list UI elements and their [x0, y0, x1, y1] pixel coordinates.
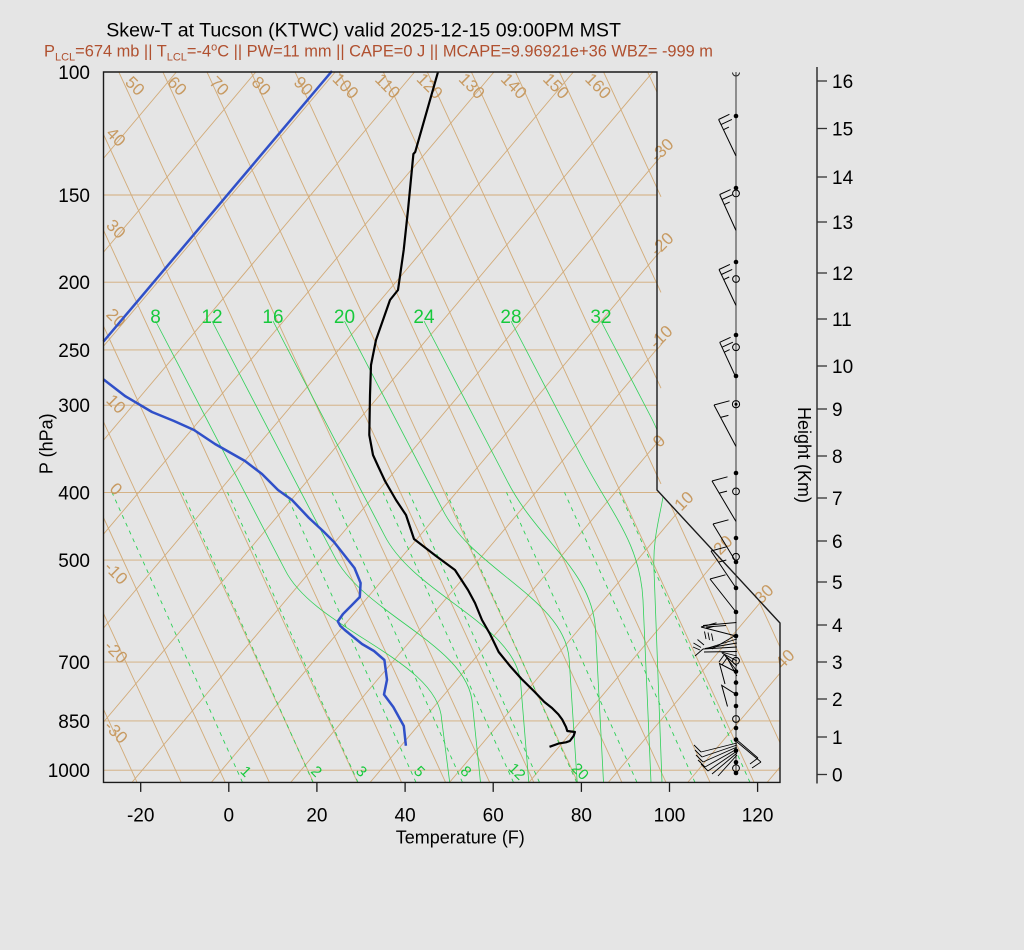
svg-text:100: 100 — [58, 63, 90, 84]
svg-text:32: 32 — [590, 307, 611, 328]
svg-text:10: 10 — [832, 357, 853, 378]
svg-text:PLCL=674 mb || TLCL=-4oC || PW: PLCL=674 mb || TLCL=-4oC || PW=11 mm || … — [44, 42, 713, 64]
svg-text:Skew-T at Tucson (KTWC) valid: Skew-T at Tucson (KTWC) valid 2025-12-15… — [106, 20, 621, 42]
svg-text:2: 2 — [832, 690, 843, 711]
svg-text:850: 850 — [58, 712, 90, 733]
svg-text:150: 150 — [58, 186, 90, 207]
svg-text:16: 16 — [832, 72, 853, 93]
svg-text:8: 8 — [832, 447, 843, 468]
svg-text:12: 12 — [832, 264, 853, 285]
svg-text:200: 200 — [58, 273, 90, 294]
svg-text:100: 100 — [654, 806, 686, 827]
svg-text:15: 15 — [832, 120, 853, 141]
svg-text:1: 1 — [832, 728, 843, 749]
svg-text:60: 60 — [483, 806, 504, 827]
svg-text:14: 14 — [832, 168, 854, 189]
svg-text:P (hPa): P (hPa) — [36, 413, 56, 474]
svg-text:3: 3 — [832, 653, 843, 674]
svg-text:250: 250 — [58, 341, 90, 362]
svg-text:80: 80 — [571, 806, 592, 827]
svg-text:Temperature (F): Temperature (F) — [396, 828, 525, 848]
svg-text:7: 7 — [832, 489, 843, 510]
svg-text:700: 700 — [58, 653, 90, 674]
svg-text:40: 40 — [395, 806, 416, 827]
svg-text:12: 12 — [201, 307, 222, 328]
svg-text:5: 5 — [832, 573, 843, 594]
svg-text:24: 24 — [413, 307, 435, 328]
svg-text:6: 6 — [832, 532, 843, 553]
svg-text:20: 20 — [306, 806, 327, 827]
svg-text:13: 13 — [832, 213, 853, 234]
svg-text:-20: -20 — [127, 806, 154, 827]
svg-text:Height (Km): Height (Km) — [794, 407, 814, 503]
svg-text:9: 9 — [832, 400, 843, 421]
svg-text:28: 28 — [500, 307, 521, 328]
svg-text:11: 11 — [832, 310, 852, 331]
svg-text:500: 500 — [58, 551, 90, 572]
svg-text:0: 0 — [832, 766, 843, 787]
svg-text:120: 120 — [742, 806, 774, 827]
svg-text:8: 8 — [150, 307, 161, 328]
svg-text:16: 16 — [262, 307, 283, 328]
svg-text:0: 0 — [224, 806, 235, 827]
svg-text:1000: 1000 — [48, 761, 90, 782]
svg-text:300: 300 — [58, 396, 90, 417]
svg-text:4: 4 — [832, 616, 843, 637]
svg-text:20: 20 — [334, 307, 355, 328]
svg-text:400: 400 — [58, 483, 90, 504]
